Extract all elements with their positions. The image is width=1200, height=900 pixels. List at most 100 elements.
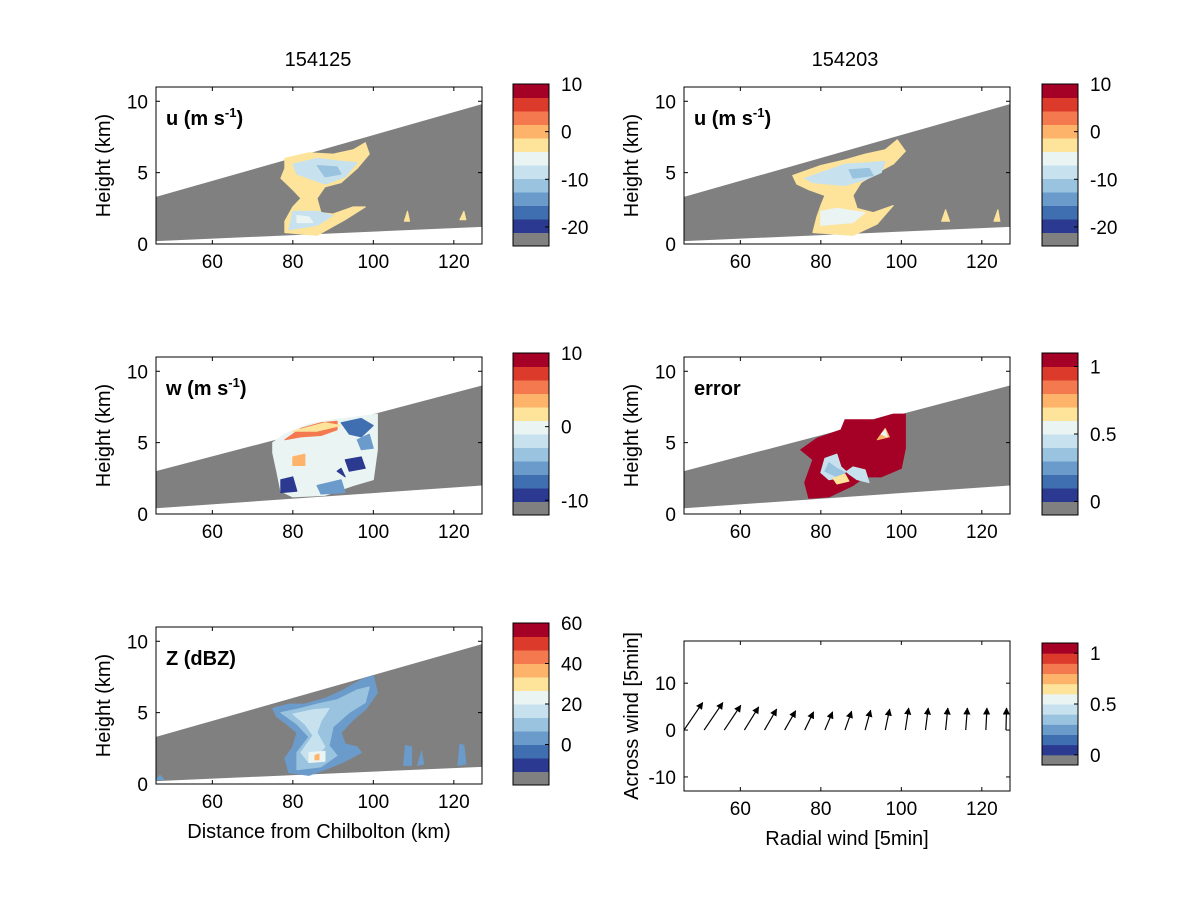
colorbar-swatch [1042, 434, 1078, 448]
x-tick-label: 100 [357, 792, 389, 813]
colorbar-frame [512, 83, 550, 247]
colorbar-tick-label: 1 [1090, 358, 1101, 379]
echo-region-4 [941, 209, 951, 222]
y-tick-label: 5 [665, 164, 676, 185]
colorbar-swatch [1042, 393, 1078, 408]
colorbar-swatch [513, 758, 549, 772]
y-tick-label: 0 [665, 721, 676, 742]
colorbar-w: 10 0 -10 [512, 344, 588, 516]
colorbar-swatch [513, 407, 549, 421]
colorbar-swatch [1042, 97, 1078, 112]
panel-label: error [694, 378, 741, 400]
colorbar-swatch [1042, 138, 1078, 152]
colorbar-swatch [513, 420, 549, 435]
colorbar-swatch [513, 138, 549, 152]
echo-region-5 [344, 456, 366, 472]
colorbar-swatch [1042, 366, 1078, 381]
colorbar-u1: 10 0 -10 -20 [512, 75, 588, 247]
column-title-right: 154203 [812, 49, 879, 71]
echo-region-5 [403, 210, 411, 222]
y-tick-label: 10 [127, 92, 148, 113]
wind-arrow-1 [703, 701, 724, 731]
colorbar-tick-label: -10 [561, 170, 588, 191]
colorbar-swatch [513, 623, 549, 637]
echo-region-6 [417, 750, 425, 766]
colorbar-tick-label: 0 [1090, 123, 1101, 144]
colorbar-tick-label: 0.5 [1090, 425, 1116, 446]
colorbar-swatch [513, 84, 549, 98]
x-tick-label: 60 [730, 252, 751, 273]
echo-region-7 [457, 743, 467, 766]
y-axis-label: Across wind [5min] [621, 632, 643, 800]
colorbar-tick-label: 1 [1090, 644, 1101, 665]
echo-region-4 [296, 215, 314, 224]
wind-arrow-3 [743, 706, 760, 731]
y-tick-label: 0 [665, 505, 676, 526]
colorbar-swatch [1042, 754, 1078, 766]
colorbar-tick-label: 0 [1090, 746, 1101, 767]
panel-label: u (m s-1) [166, 105, 243, 130]
plot-area [156, 385, 482, 509]
colorbar-swatch [513, 219, 549, 233]
x-tick-label: 80 [810, 522, 831, 543]
colorbar-tick-label: 10 [561, 344, 582, 365]
colorbar-swatch [513, 151, 549, 166]
colorbar-swatch [513, 97, 549, 112]
y-tick-label: 10 [655, 674, 676, 695]
x-tick-label: 60 [202, 522, 223, 543]
colorbar-frame [512, 352, 550, 516]
colorbar-swatch [1042, 420, 1078, 435]
plot-area [684, 701, 1010, 731]
colorbar-tick-label: 0 [561, 736, 572, 757]
y-tick-label: 0 [137, 235, 148, 256]
colorbar-swatch [1042, 165, 1078, 179]
wind-arrow-6 [804, 711, 815, 731]
colorbar-swatch [513, 717, 549, 732]
axes-frame [683, 356, 1011, 515]
y-axis-label: Height (km) [93, 114, 115, 217]
colorbar-tick-label: 20 [561, 695, 582, 716]
colorbar-swatch [513, 690, 549, 705]
colorbar-swatch [513, 380, 549, 394]
y-tick-label: 5 [137, 434, 148, 455]
axes-background [684, 641, 1010, 791]
y-axis-label: Height (km) [93, 654, 115, 757]
wind-arrow-15 [983, 707, 991, 731]
colorbar-swatch [513, 353, 549, 367]
colorbar-swatch [513, 205, 549, 220]
colorbar-quiver: 10.50 [1041, 642, 1116, 767]
y-tick-label: 10 [127, 362, 148, 383]
y-tick-label: 5 [137, 164, 148, 185]
colorbar-swatch [1042, 693, 1078, 705]
wind-arrow-14 [963, 707, 971, 731]
colorbar-swatch [1042, 447, 1078, 462]
wind-arrow-4 [763, 708, 778, 731]
colorbar-swatch [1042, 151, 1078, 166]
colorbar-tick-label: 40 [561, 655, 582, 676]
colorbar-swatch [1042, 232, 1078, 247]
y-axis-label: Height (km) [621, 384, 643, 487]
x-tick-label: 120 [438, 522, 470, 543]
x-axis-label: Distance from Chilbolton (km) [187, 821, 450, 843]
column-title-left: 154125 [285, 49, 352, 71]
y-tick-label: 10 [127, 632, 148, 653]
colorbar-swatch [513, 663, 549, 678]
colorbar-swatch [1042, 714, 1078, 725]
colorbar-swatch [513, 434, 549, 448]
axes-frame [683, 640, 1011, 792]
x-tick-label: 80 [810, 252, 831, 273]
y-tick-label: 5 [137, 704, 148, 725]
echo-region-8 [156, 774, 165, 781]
echo-region-5 [880, 429, 888, 438]
colorbar-swatch [513, 165, 549, 179]
echo-region-6 [316, 479, 346, 495]
colorbar-swatch [1042, 407, 1078, 421]
colorbar-swatch [1042, 474, 1078, 489]
colorbar-tick-label: 60 [561, 614, 582, 635]
y-tick-label: 0 [137, 775, 148, 796]
wind-arrow-0 [684, 701, 704, 731]
plot-area [156, 104, 482, 242]
